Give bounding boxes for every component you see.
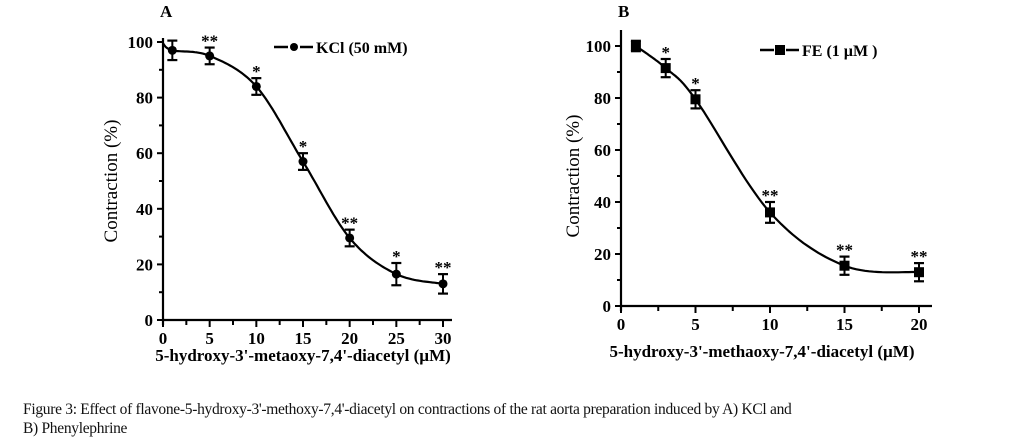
- x-tick-label: 0: [159, 329, 168, 348]
- panel-b-legend: FE (1 µM ): [760, 43, 877, 60]
- panel-a-points: *********: [167, 32, 452, 295]
- figure: A Contraction (%) 5-hydroxy-3'-metaoxy-7…: [101, 2, 932, 365]
- circle-marker: [167, 45, 177, 55]
- y-tick-label: 0: [603, 297, 612, 316]
- panel-a-y-axis-label: Contraction (%): [101, 120, 122, 243]
- data-point: **: [836, 241, 853, 276]
- circle-marker: [438, 279, 448, 289]
- legend-circle-marker-icon: [290, 43, 298, 51]
- data-point: **: [911, 247, 928, 283]
- significance-label: **: [911, 247, 928, 266]
- x-tick-label: 30: [435, 329, 452, 348]
- y-tick-label: 100: [586, 37, 612, 56]
- circle-marker: [205, 51, 215, 61]
- data-point: *: [690, 74, 701, 110]
- square-marker: [765, 207, 775, 218]
- data-point: *: [298, 137, 308, 171]
- x-tick-label: 25: [388, 329, 405, 348]
- panel-b-chart: B Contraction (%) 5-hydroxy-3'-methaoxy-…: [563, 2, 932, 361]
- y-tick-label: 80: [136, 89, 153, 108]
- square-marker: [839, 260, 850, 271]
- data-point: *: [660, 43, 671, 79]
- caption-line-2: B) Phenylephrine: [23, 420, 128, 437]
- circle-marker: [298, 157, 308, 167]
- square-marker: [690, 94, 701, 105]
- panel-b-axes: 0 20 40 60 80 100 0 5 10 15 20: [586, 30, 932, 334]
- x-tick-label: 10: [762, 315, 779, 334]
- y-tick-label: 20: [594, 245, 611, 264]
- square-marker: [630, 41, 641, 51]
- caption-line-1: Figure 3: Effect of flavone-5-hydroxy-3'…: [23, 401, 792, 418]
- significance-label: *: [299, 137, 308, 156]
- y-tick-label: 60: [594, 141, 611, 160]
- data-point: [167, 39, 178, 62]
- panel-a-chart: A Contraction (%) 5-hydroxy-3'-metaoxy-7…: [101, 2, 452, 365]
- x-tick-label: 15: [295, 329, 312, 348]
- significance-label: **: [201, 32, 218, 51]
- panel-b-x-axis-label: 5-hydroxy-3'-methaoxy-7,4'-diacetyl (µM): [609, 342, 914, 361]
- significance-label: *: [252, 62, 261, 81]
- x-tick-label: 20: [911, 315, 928, 334]
- x-tick-label: 15: [836, 315, 853, 334]
- panel-b-legend-label: FE (1 µM ): [802, 43, 877, 60]
- data-point: *: [391, 247, 402, 287]
- y-tick-label: 80: [594, 89, 611, 108]
- y-tick-label: 60: [136, 144, 153, 163]
- panel-a-axes: 0 20 40 60 80 100 0 5 10 15 20 25 30: [128, 33, 452, 348]
- square-marker: [914, 267, 924, 278]
- panel-a-legend: KCl (50 mM): [274, 40, 408, 57]
- x-tick-label: 10: [248, 329, 265, 348]
- legend-square-marker-icon: [775, 45, 785, 55]
- square-marker: [660, 63, 671, 74]
- panel-a-x-axis-label: 5-hydroxy-3'-metaoxy-7,4'-diacetyl (µM): [155, 346, 451, 365]
- x-tick-label: 5: [205, 329, 214, 348]
- x-tick-label: 5: [691, 315, 700, 334]
- y-tick-label: 40: [136, 200, 153, 219]
- significance-label: **: [836, 241, 853, 260]
- y-tick-label: 40: [594, 193, 611, 212]
- significance-label: **: [762, 186, 779, 205]
- circle-marker: [251, 81, 261, 91]
- circle-marker: [391, 269, 401, 279]
- y-tick-label: 20: [136, 255, 153, 274]
- y-tick-label: 100: [128, 33, 154, 52]
- significance-label: **: [341, 214, 358, 233]
- panel-b-points: ****** **: [630, 39, 928, 283]
- figure-caption: Figure 3: Effect of flavone-5-hydroxy-3'…: [23, 400, 1028, 438]
- x-tick-label: 0: [617, 315, 626, 334]
- panel-b-letter: B: [618, 2, 629, 21]
- panel-a-legend-label: KCl (50 mM): [316, 40, 408, 57]
- data-point: **: [435, 258, 452, 295]
- data-point: **: [762, 186, 779, 224]
- data-point: **: [341, 214, 358, 248]
- data-point: [630, 39, 641, 53]
- data-point: *: [251, 62, 262, 96]
- y-tick-label: 0: [145, 311, 154, 330]
- significance-label: *: [392, 247, 401, 266]
- circle-marker: [345, 233, 355, 243]
- significance-label: **: [435, 258, 452, 277]
- fit-curve-line: [635, 45, 918, 274]
- x-tick-label: 20: [341, 329, 358, 348]
- significance-label: *: [661, 43, 670, 62]
- panel-a-letter: A: [160, 2, 173, 21]
- data-point: **: [201, 32, 218, 66]
- significance-label: *: [691, 74, 700, 93]
- panel-b-y-axis-label: Contraction (%): [563, 115, 584, 238]
- panel-b-fit-curve: [635, 45, 918, 274]
